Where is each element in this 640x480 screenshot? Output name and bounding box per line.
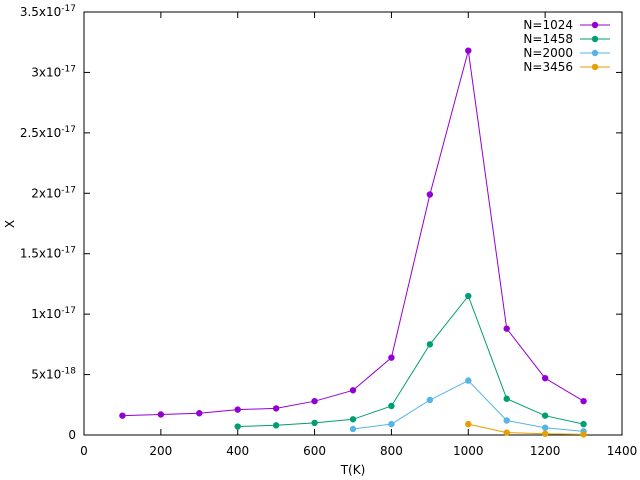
legend-label: N=3456 <box>523 60 573 74</box>
y-tick-label: 1x10-17 <box>31 306 76 321</box>
x-tick-label: 600 <box>303 444 326 458</box>
y-tick-label: 3x10-17 <box>31 64 76 79</box>
legend-label: N=2000 <box>523 46 573 60</box>
data-point <box>580 420 587 428</box>
data-point <box>426 191 434 198</box>
data-point <box>541 430 549 437</box>
x-tick-label: 1400 <box>607 444 638 458</box>
data-point <box>349 425 357 433</box>
data-point <box>272 422 280 429</box>
data-point <box>541 374 549 382</box>
x-tick-label: 800 <box>380 444 403 458</box>
x-tick-label: 400 <box>226 444 249 458</box>
legend-swatch-point <box>591 63 599 71</box>
x-axis-label: T(K) <box>340 463 366 477</box>
plot-frame <box>83 11 623 436</box>
data-point <box>541 424 549 431</box>
data-point <box>580 397 587 405</box>
x-axis-ticks: 0 200 400 600 800 1000 1200 1400 <box>80 12 637 458</box>
series-group <box>119 47 587 438</box>
data-point <box>349 416 357 423</box>
data-point <box>465 420 472 428</box>
x-tick-label: 200 <box>149 444 172 458</box>
y-tick-label: 2x10-17 <box>31 185 76 200</box>
data-point <box>196 410 203 417</box>
y-tick-label: 3.5x10-17 <box>20 4 76 19</box>
data-point <box>541 412 549 419</box>
data-point <box>503 429 510 436</box>
data-point <box>465 47 472 54</box>
legend-label: N=1458 <box>523 32 573 46</box>
data-point <box>580 431 587 438</box>
legend-swatch-point <box>591 49 599 57</box>
x-tick-label: 1000 <box>453 444 484 458</box>
series-N=1458 <box>234 292 587 430</box>
data-point <box>503 417 510 424</box>
series-line <box>468 423 584 435</box>
y-tick-label: 1.5x10-17 <box>20 246 76 261</box>
data-point <box>503 395 510 402</box>
data-point <box>388 354 395 361</box>
legend-label: N=1024 <box>523 18 573 32</box>
data-point <box>465 377 472 384</box>
series-N=3456 <box>465 420 587 438</box>
data-point <box>157 411 165 418</box>
series-N=1024 <box>119 47 587 419</box>
y-tick-label: 5x10-18 <box>31 367 76 382</box>
data-point <box>388 420 395 428</box>
legend-swatch-point <box>591 21 599 29</box>
x-tick-label: 1200 <box>530 444 561 458</box>
data-point <box>426 341 434 348</box>
data-point <box>426 396 434 404</box>
data-point <box>234 423 241 430</box>
y-tick-label: 0 <box>68 428 76 442</box>
data-point <box>503 325 510 332</box>
data-point <box>349 387 357 394</box>
data-point <box>311 419 318 427</box>
series-line <box>122 50 584 417</box>
y-axis-label: X <box>3 220 17 228</box>
data-point <box>119 412 126 419</box>
data-point <box>465 292 472 300</box>
x-tick-label: 0 <box>80 444 88 458</box>
y-tick-label: 2.5x10-17 <box>20 125 76 140</box>
data-point <box>234 406 241 413</box>
data-point <box>272 405 280 412</box>
legend-swatch-point <box>591 35 599 43</box>
data-point <box>388 402 395 410</box>
data-point <box>311 397 318 405</box>
series-line <box>237 294 584 427</box>
